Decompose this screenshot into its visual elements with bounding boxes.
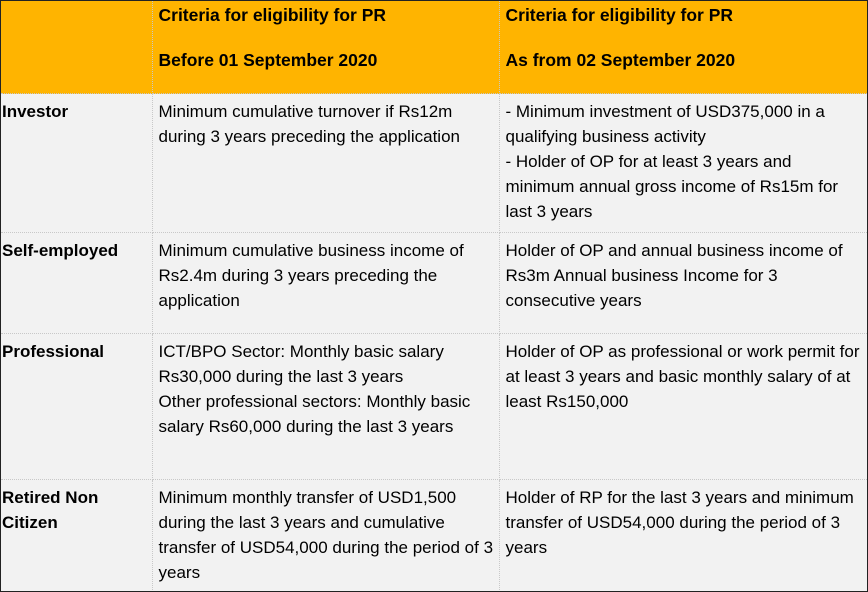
before-cell: Minimum monthly transfer of USD1,500 dur… — [152, 479, 500, 591]
category-cell: Self-employed — [1, 232, 153, 334]
after-text: Holder of OP and annual business income … — [505, 241, 843, 310]
before-text: Minimum cumulative business income of Rs… — [158, 241, 464, 310]
after-text: Holder of RP for the last 3 years and mi… — [505, 488, 854, 557]
after-cell: Holder of OP and annual business income … — [499, 232, 867, 334]
header-row: Criteria for eligibility for PR Before 0… — [1, 1, 867, 94]
table-row-professional: Professional ICT/BPO Sector: Monthly bas… — [1, 333, 867, 480]
header-after-line1: Criteria for eligibility for PR — [505, 5, 734, 25]
table-row-self-employed: Self-employed Minimum cumulative busines… — [1, 232, 867, 334]
after-text: - Holder of OP for at least 3 years and … — [505, 152, 839, 221]
after-text: Holder of OP as professional or work per… — [505, 342, 860, 411]
after-text: - Minimum investment of USD375,000 in a … — [505, 102, 825, 146]
before-text: ICT/BPO Sector: Monthly basic salary Rs3… — [158, 342, 444, 386]
header-before-line1: Criteria for eligibility for PR — [158, 5, 387, 25]
after-cell: - Minimum investment of USD375,000 in a … — [499, 93, 867, 233]
after-cell: Holder of OP as professional or work per… — [499, 333, 867, 480]
before-text: Minimum cumulative turnover if Rs12m dur… — [158, 102, 460, 146]
header-before-line2: Before 01 September 2020 — [158, 50, 378, 70]
before-cell: ICT/BPO Sector: Monthly basic salary Rs3… — [152, 333, 500, 480]
header-cell-after: Criteria for eligibility for PR As from … — [499, 1, 867, 94]
header-cell-category — [1, 1, 153, 94]
category-cell: Professional — [1, 333, 153, 480]
before-text: Minimum monthly transfer of USD1,500 dur… — [158, 488, 494, 582]
before-text: Other professional sectors: Monthly basi… — [158, 392, 471, 436]
before-cell: Minimum cumulative business income of Rs… — [152, 232, 500, 334]
header-after-line2: As from 02 September 2020 — [505, 50, 736, 70]
after-cell: Holder of RP for the last 3 years and mi… — [499, 479, 867, 591]
table-row-retired-non-citizen: Retired Non Citizen Minimum monthly tran… — [1, 479, 867, 591]
category-cell: Investor — [1, 93, 153, 233]
header-cell-before: Criteria for eligibility for PR Before 0… — [152, 1, 500, 94]
category-cell: Retired Non Citizen — [1, 479, 153, 591]
before-cell: Minimum cumulative turnover if Rs12m dur… — [152, 93, 500, 233]
table-row-investor: Investor Minimum cumulative turnover if … — [1, 93, 867, 233]
